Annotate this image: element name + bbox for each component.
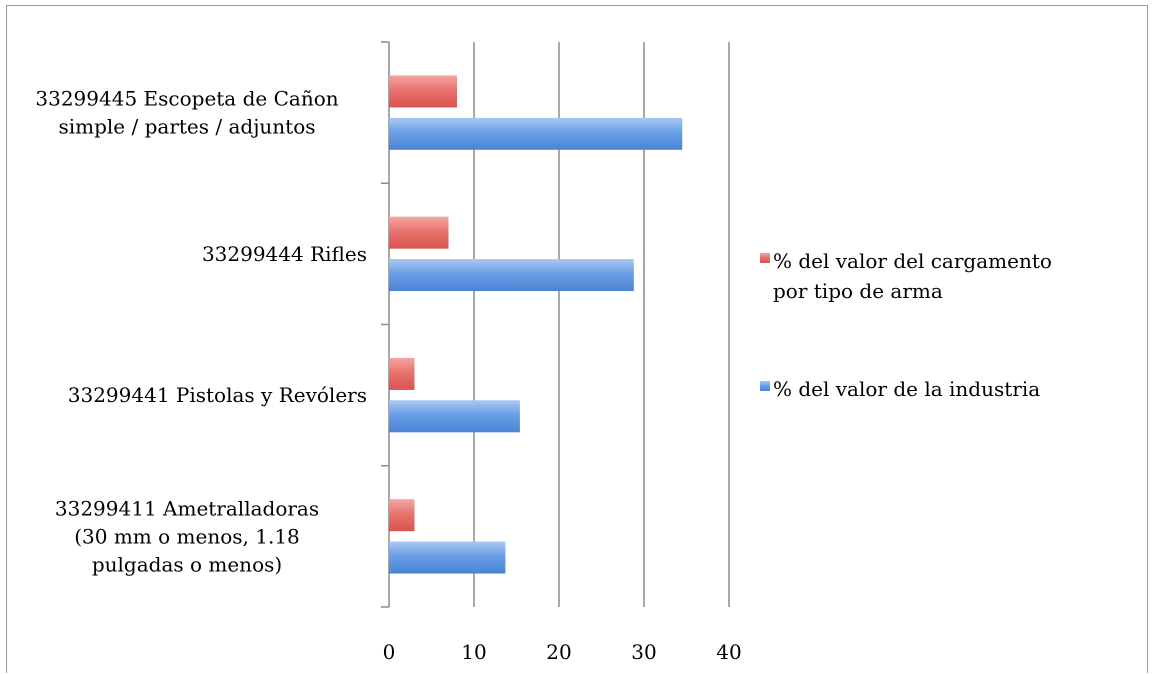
bar — [389, 400, 520, 433]
x-tick-label: 10 — [461, 640, 486, 664]
chart-frame: 33299445 Escopeta de Cañon simple / parte… — [6, 5, 1148, 673]
category-label: 33299445 Escopeta de Cañon simple / parte… — [35, 87, 338, 139]
legend-label: % del valor del cargamento por tipo de ar… — [773, 249, 1052, 303]
bar — [389, 259, 634, 292]
legend-swatch — [760, 253, 770, 263]
bar — [389, 357, 415, 390]
category-label: 33299444 Rifles — [202, 242, 367, 266]
bar — [389, 499, 415, 532]
bar — [389, 117, 683, 150]
x-tick-labels: 0 10 20 30 40 — [383, 640, 742, 664]
bar — [389, 541, 506, 574]
x-tick-label: 0 — [383, 640, 396, 664]
y-axis — [381, 41, 390, 608]
bars — [389, 75, 683, 574]
x-tick-label: 30 — [631, 640, 656, 664]
bar — [389, 75, 457, 108]
legend: % del valor del cargamento por tipo de ar… — [760, 249, 1052, 401]
bar — [389, 216, 449, 249]
legend-label: % del valor de la industria — [773, 377, 1040, 401]
bar-chart: 33299445 Escopeta de Cañon simple / parte… — [35, 41, 1052, 664]
category-label: 33299441 Pistolas y Revólers — [68, 383, 367, 407]
legend-swatch — [760, 381, 770, 391]
x-tick-label: 40 — [716, 640, 741, 664]
category-labels: 33299445 Escopeta de Cañon simple / parte… — [35, 87, 367, 577]
category-label: 33299411 Ametralladoras (30 mm o menos, 1… — [55, 496, 319, 576]
x-tick-label: 20 — [546, 640, 571, 664]
